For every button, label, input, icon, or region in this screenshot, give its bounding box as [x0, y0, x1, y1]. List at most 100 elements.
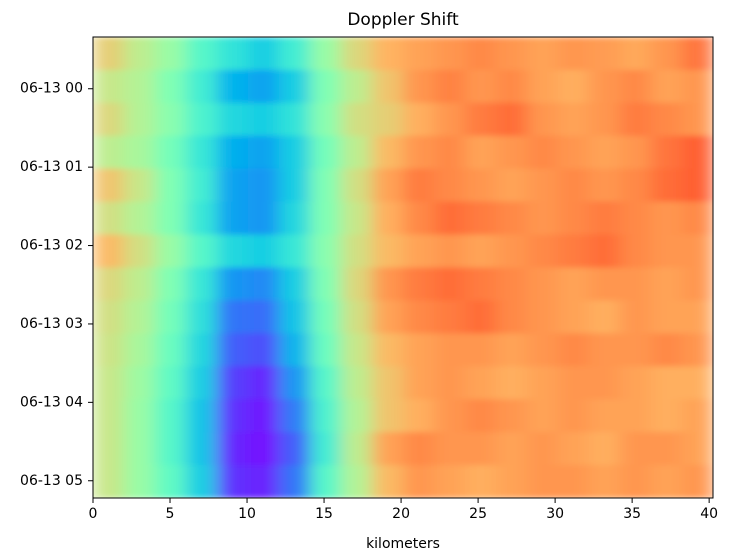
heatmap-cell — [186, 135, 218, 170]
heatmap-cell — [496, 366, 528, 400]
heatmap-cell — [682, 135, 713, 170]
heatmap-cell — [558, 69, 590, 104]
heatmap-cell — [589, 102, 621, 137]
heatmap-cell — [682, 300, 713, 334]
heatmap-cell — [434, 69, 466, 104]
heatmap-cell — [527, 333, 559, 367]
heatmap-cell — [651, 69, 683, 104]
heatmap-cell — [682, 168, 713, 203]
heatmap-cell — [403, 300, 435, 334]
heatmap-cell — [93, 102, 125, 137]
heatmap-cell — [403, 135, 435, 170]
heatmap-cell — [372, 135, 404, 170]
heatmap-cell — [682, 69, 713, 104]
heatmap-cell — [155, 69, 187, 104]
heatmap-cell — [217, 234, 249, 269]
heatmap — [93, 37, 713, 498]
heatmap-cell — [155, 399, 187, 433]
heatmap-cell — [155, 201, 187, 236]
heatmap-cell — [217, 465, 249, 498]
heatmap-cell — [589, 69, 621, 104]
heatmap-cell — [248, 69, 280, 104]
heatmap-cell — [465, 201, 497, 236]
x-tick-label: 5 — [166, 506, 175, 522]
heatmap-cell — [434, 399, 466, 433]
heatmap-cell — [155, 267, 187, 302]
heatmap-cell — [496, 37, 528, 71]
heatmap-cell — [496, 201, 528, 236]
heatmap-cell — [341, 37, 373, 71]
heatmap-cell — [155, 168, 187, 203]
heatmap-cell — [93, 168, 125, 203]
heatmap-cell — [527, 201, 559, 236]
x-tick-label: 10 — [238, 506, 256, 522]
heatmap-cell — [186, 366, 218, 400]
heatmap-cell — [651, 168, 683, 203]
heatmap-cell — [372, 168, 404, 203]
heatmap-cell — [93, 37, 125, 71]
heatmap-cell — [434, 300, 466, 334]
heatmap-cell — [155, 432, 187, 466]
heatmap-cell — [310, 201, 342, 236]
heatmap-cell — [93, 333, 125, 367]
heatmap-cell — [403, 69, 435, 104]
heatmap-cell — [682, 201, 713, 236]
heatmap-cell — [465, 300, 497, 334]
y-tick-label: 06-13 00 — [20, 81, 83, 97]
heatmap-cell — [589, 201, 621, 236]
heatmap-cell — [620, 69, 652, 104]
heatmap-cell — [465, 135, 497, 170]
heatmap-cell — [527, 135, 559, 170]
heatmap-cell — [558, 333, 590, 367]
heatmap-cell — [93, 201, 125, 236]
heatmap-cell — [589, 267, 621, 302]
heatmap-cell — [279, 201, 311, 236]
heatmap-cell — [403, 399, 435, 433]
heatmap-cell — [155, 37, 187, 71]
x-tick-label: 15 — [315, 506, 333, 522]
heatmap-cell — [496, 102, 528, 137]
heatmap-cell — [620, 300, 652, 334]
heatmap-cell — [341, 69, 373, 104]
heatmap-cell — [310, 399, 342, 433]
heatmap-cell — [465, 234, 497, 269]
heatmap-cell — [620, 102, 652, 137]
heatmap-cell — [217, 102, 249, 137]
heatmap-cell — [372, 37, 404, 71]
heatmap-cell — [682, 37, 713, 71]
heatmap-cell — [186, 399, 218, 433]
heatmap-cell — [124, 366, 156, 400]
heatmap-cell — [372, 300, 404, 334]
heatmap-cell — [279, 102, 311, 137]
heatmap-cell — [248, 333, 280, 367]
heatmap-cell — [372, 234, 404, 269]
heatmap-cell — [558, 399, 590, 433]
heatmap-cell — [186, 168, 218, 203]
heatmap-cell — [279, 366, 311, 400]
heatmap-cell — [620, 234, 652, 269]
heatmap-cell — [589, 432, 621, 466]
heatmap-cell — [248, 201, 280, 236]
heatmap-cell — [341, 267, 373, 302]
heatmap-cell — [527, 69, 559, 104]
heatmap-cell — [217, 432, 249, 466]
heatmap-cell — [527, 168, 559, 203]
y-tick-label: 06-13 01 — [20, 159, 83, 175]
heatmap-cell — [496, 333, 528, 367]
heatmap-cell — [403, 168, 435, 203]
heatmap-cell — [620, 333, 652, 367]
heatmap-cell — [310, 168, 342, 203]
heatmap-cell — [279, 465, 311, 498]
heatmap-cell — [651, 432, 683, 466]
heatmap-cell — [186, 201, 218, 236]
heatmap-cell — [620, 168, 652, 203]
heatmap-cell — [558, 267, 590, 302]
heatmap-cell — [558, 432, 590, 466]
heatmap-cell — [124, 399, 156, 433]
heatmap-cell — [279, 432, 311, 466]
heatmap-cell — [682, 333, 713, 367]
heatmap-cell — [682, 399, 713, 433]
heatmap-cell — [558, 168, 590, 203]
heatmap-cell — [589, 135, 621, 170]
heatmap-cell — [124, 333, 156, 367]
